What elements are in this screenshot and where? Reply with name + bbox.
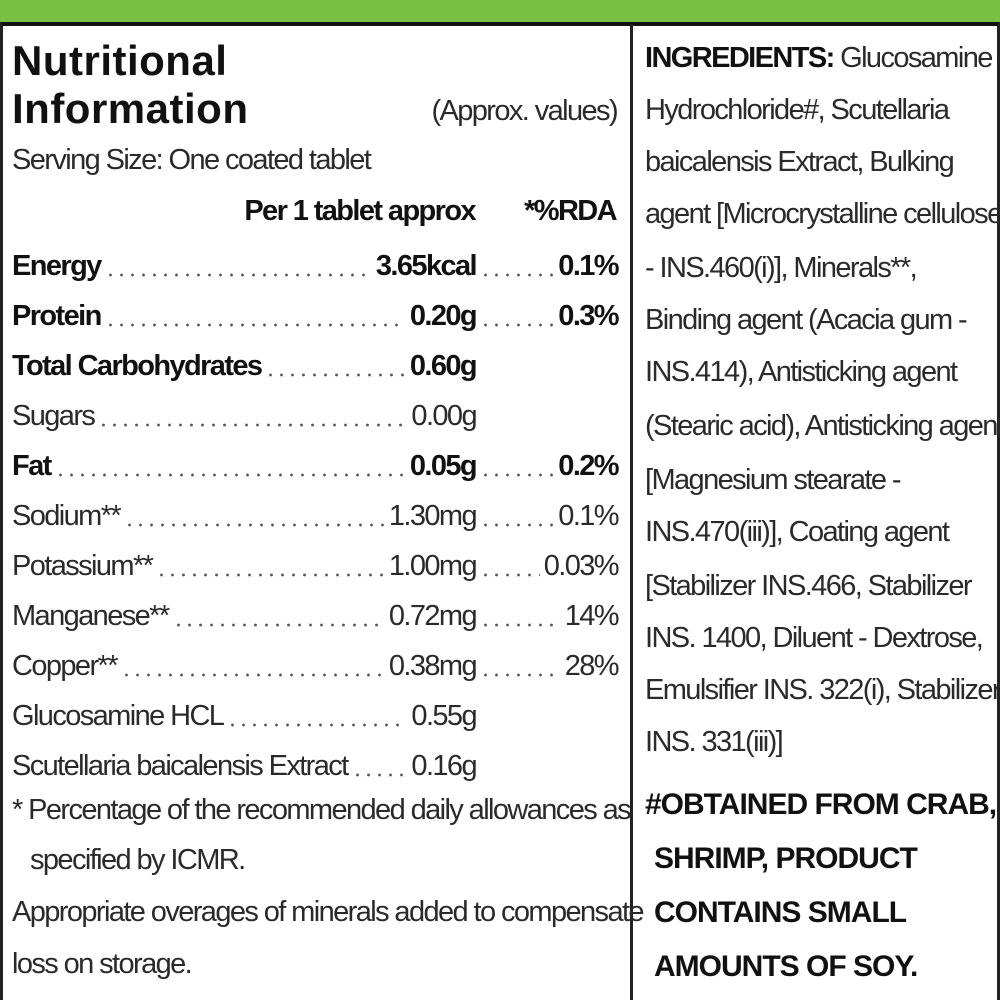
leader-dots: [227, 723, 408, 727]
ingredient-line: Hydrochloride#, Scutellaria: [645, 94, 950, 126]
nutrient-row: Potassium** 1.00mg 0.03%: [12, 547, 620, 582]
leader-dots: [156, 573, 385, 577]
footnote-line2: specified by ICMR.: [30, 844, 246, 876]
nutrient-row: Copper** 0.38mg 28%: [12, 647, 620, 682]
nutrient-value: 0.55g: [411, 700, 477, 732]
accent-bar: [0, 0, 1000, 22]
ingredient-line: [Magnesium stearate -: [645, 464, 902, 496]
ingredient-line: baicalensis Extract, Bulking: [645, 146, 955, 178]
nutrient-value: 0.00g: [411, 400, 477, 432]
nutrient-value: 0.05g: [409, 450, 478, 482]
leader-dots: [98, 423, 408, 427]
leader-dots: [480, 273, 555, 277]
nutrient-row: Scutellaria baicalensis Extract 0.16g: [12, 747, 618, 781]
nutrient-value: 0.16g: [411, 750, 477, 782]
leader-dots: [104, 323, 406, 327]
leader-dots: [54, 473, 406, 477]
allergen-warning-line: AMOUNTS OF SOY.: [654, 950, 918, 983]
ingredient-line: Emulsifier INS. 322(i), Stabilizer: [645, 674, 1000, 706]
nutrient-rda: 28%: [564, 650, 620, 682]
nutrient-value: 0.72mg: [388, 600, 478, 632]
nutrient-name: Copper**: [12, 650, 118, 682]
nutrient-row: Manganese** 0.72mg 14%: [12, 597, 620, 632]
nutrient-value: 3.65kcal: [375, 250, 478, 282]
ingredient-line: [Stabilizer INS.466, Stabilizer: [645, 570, 973, 602]
nutrient-name: Sugars: [12, 400, 96, 432]
nutrient-rda: 14%: [564, 600, 620, 632]
approx-note: (Approx. values): [431, 95, 618, 127]
nutrient-rda: 0.1%: [558, 250, 619, 282]
nutrient-row: Total Carbohydrates 0.60g: [12, 347, 618, 381]
leader-dots: [104, 273, 372, 277]
leader-dots: [480, 473, 555, 477]
leader-dots: [480, 523, 555, 527]
leader-dots: [480, 573, 540, 577]
nutrient-rda: 0.3%: [558, 300, 619, 332]
ingredients-label: INGREDIENTS:: [645, 42, 835, 74]
nutrient-row: Sugars 0.00g: [12, 397, 618, 431]
nutrient-row: Fat 0.05g 0.2%: [12, 447, 620, 482]
leader-dots: [480, 323, 555, 327]
ingredient-line: Binding agent (Acacia gum -: [645, 304, 968, 336]
column-divider: [630, 24, 633, 1000]
overage-line2: loss on storage.: [12, 948, 193, 980]
leader-dots: [120, 673, 385, 677]
overage-line1: Appropriate overages of minerals added t…: [12, 896, 645, 928]
ingredient-line: agent [Microcrystalline cellulose: [645, 198, 1000, 230]
nutrient-row: Protein 0.20g 0.3%: [12, 297, 620, 332]
ingredient-line: (Stearic acid), Antisticking agent: [645, 410, 1000, 442]
ingredient-line: INS.470(iii)], Coating agent: [645, 516, 950, 548]
leader-dots: [124, 523, 385, 527]
allergen-warning-line: SHRIMP, PRODUCT: [654, 842, 918, 875]
nutrient-rda: 0.03%: [543, 550, 620, 582]
nutrient-name: Potassium**: [12, 550, 154, 582]
nutrient-value: 0.60g: [409, 350, 478, 382]
allergen-warning-line: #OBTAINED FROM CRAB,: [645, 788, 997, 821]
ingredient-line: INS. 331(iii)]: [645, 726, 784, 758]
col-rda: *%RDA: [524, 195, 618, 227]
nutrient-value: 1.00mg: [388, 550, 478, 582]
nutrient-name: Fat: [12, 450, 52, 482]
nutrient-row: Sodium** 1.30mg 0.1%: [12, 497, 620, 532]
nutrient-rda: 0.1%: [558, 500, 619, 532]
nutrient-name: Manganese**: [12, 600, 170, 632]
nutrient-value: 1.30mg: [388, 500, 478, 532]
ingredient-line: - INS.460(i)], Minerals**,: [645, 252, 918, 284]
leader-dots: [172, 623, 385, 627]
leader-dots: [480, 623, 561, 627]
footnote-line1: * Percentage of the recommended daily al…: [12, 794, 632, 826]
nutrient-name: Energy: [12, 250, 102, 282]
nutrient-value: 0.20g: [409, 300, 478, 332]
ingredient-text: Glucosamine: [833, 42, 993, 74]
nutrient-name: Scutellaria baicalensis Extract: [12, 750, 349, 782]
nutrient-row: Glucosamine HCL 0.55g: [12, 697, 618, 731]
ingredient-line: INS. 1400, Diluent - Dextrose,: [645, 622, 984, 654]
serving-size: Serving Size: One coated tablet: [12, 144, 372, 176]
nutrient-row: Energy 3.65kcal 0.1%: [12, 247, 620, 282]
nutrient-value: 0.38mg: [388, 650, 478, 682]
title-line1: Nutritional: [12, 37, 228, 84]
label-frame: [0, 22, 1000, 1000]
nutrient-rda: 0.2%: [558, 450, 619, 482]
nutrient-name: Protein: [12, 300, 102, 332]
leader-dots: [480, 673, 561, 677]
leader-dots: [351, 773, 408, 777]
allergen-warning-line: CONTAINS SMALL: [654, 896, 907, 929]
title-line2: Information: [12, 85, 249, 132]
nutrient-name: Total Carbohydrates: [12, 350, 263, 382]
nutrient-name: Glucosamine HCL: [12, 700, 225, 732]
nutrient-name: Sodium**: [12, 500, 122, 532]
ingredient-line: INS.414), Antisticking agent: [645, 356, 958, 388]
leader-dots: [265, 373, 406, 377]
ingredient-line: INGREDIENTS: Glucosamine: [645, 42, 993, 74]
col-per-tablet: Per 1 tablet approx: [244, 195, 476, 227]
